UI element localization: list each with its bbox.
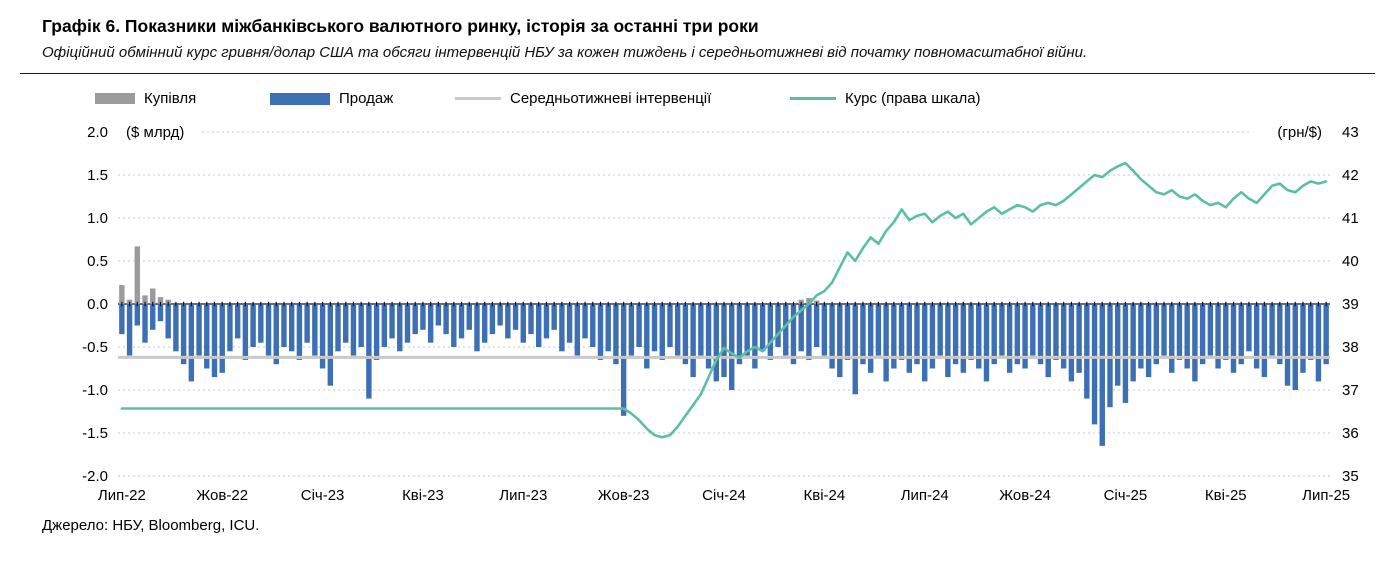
- svg-text:40: 40: [1342, 253, 1359, 270]
- svg-text:39: 39: [1342, 296, 1359, 313]
- legend-item-sales: Продаж: [270, 90, 393, 107]
- chart-canvas: 2.0 1.5 1.0 0.5 0.0 -0.5 -1.0 -1.5 -2.0 43 42 41 40 3…: [82, 124, 1359, 504]
- svg-text:0.0: 0.0: [87, 296, 108, 313]
- legend-label-exchange-rate: Курс (права шкала): [845, 90, 981, 107]
- svg-text:43: 43: [1342, 124, 1359, 141]
- svg-text:Жов-23: Жов-23: [598, 487, 650, 504]
- svg-text:Січ-24: Січ-24: [702, 487, 746, 504]
- source-note: Джерело: НБУ, Bloomberg, ICU.: [42, 517, 260, 534]
- legend-label-sales: Продаж: [339, 90, 394, 107]
- chart-subtitle: Офіційний обмінний курс гривня/долар США…: [42, 44, 1088, 61]
- svg-text:($ млрд): ($ млрд): [126, 124, 184, 141]
- svg-text:Лип-25: Лип-25: [1302, 487, 1350, 504]
- svg-text:35: 35: [1342, 468, 1359, 485]
- svg-text:2.0: 2.0: [87, 124, 108, 141]
- svg-text:38: 38: [1342, 339, 1359, 356]
- legend: Купівля Продаж Середньотижневі інтервенц…: [20, 86, 1375, 118]
- avg-line-swatch-icon: [455, 97, 501, 100]
- svg-text:Лип-24: Лип-24: [901, 487, 949, 504]
- svg-text:42: 42: [1342, 167, 1359, 184]
- legend-item-purchases: Купівля: [95, 90, 196, 107]
- svg-text:1.5: 1.5: [87, 167, 108, 184]
- rate-line-swatch-icon: [790, 97, 836, 100]
- svg-text:Лип-23: Лип-23: [499, 487, 547, 504]
- svg-text:Кві-23: Кві-23: [402, 487, 444, 504]
- chart-area: 2.0 1.5 1.0 0.5 0.0 -0.5 -1.0 -1.5 -2.0 43 42 41 40 3…: [0, 118, 1375, 515]
- legend-label-purchases: Купівля: [144, 90, 197, 107]
- svg-text:-2.0: -2.0: [82, 468, 108, 485]
- svg-text:41: 41: [1342, 210, 1359, 227]
- svg-text:(грн/$): (грн/$): [1277, 124, 1322, 141]
- legend-item-exchange-rate: Курс (права шкала): [790, 90, 981, 107]
- svg-text:Кві-25: Кві-25: [1205, 487, 1247, 504]
- svg-text:37: 37: [1342, 382, 1359, 399]
- legend-item-avg-interventions: Середньотижневі інтервенції: [455, 90, 711, 107]
- svg-text:Січ-25: Січ-25: [1104, 487, 1148, 504]
- page-title: Графік 6. Показники міжбанківського валю…: [42, 16, 759, 36]
- purchases-bar-swatch-icon: [95, 93, 135, 104]
- header-divider: [20, 73, 1375, 74]
- legend-label-avg-interventions: Середньотижневі інтервенції: [510, 90, 712, 107]
- svg-text:Жов-22: Жов-22: [196, 487, 248, 504]
- svg-text:Жов-24: Жов-24: [999, 487, 1051, 504]
- svg-text:1.0: 1.0: [87, 210, 108, 227]
- svg-text:Січ-23: Січ-23: [301, 487, 345, 504]
- sales-bar-swatch-icon: [270, 92, 330, 105]
- svg-text:-0.5: -0.5: [82, 339, 108, 356]
- svg-text:-1.0: -1.0: [82, 382, 108, 399]
- svg-text:-1.5: -1.5: [82, 425, 108, 442]
- svg-text:0.5: 0.5: [87, 253, 108, 270]
- svg-text:Кві-24: Кві-24: [803, 487, 845, 504]
- svg-text:Лип-22: Лип-22: [98, 487, 146, 504]
- svg-text:36: 36: [1342, 425, 1359, 442]
